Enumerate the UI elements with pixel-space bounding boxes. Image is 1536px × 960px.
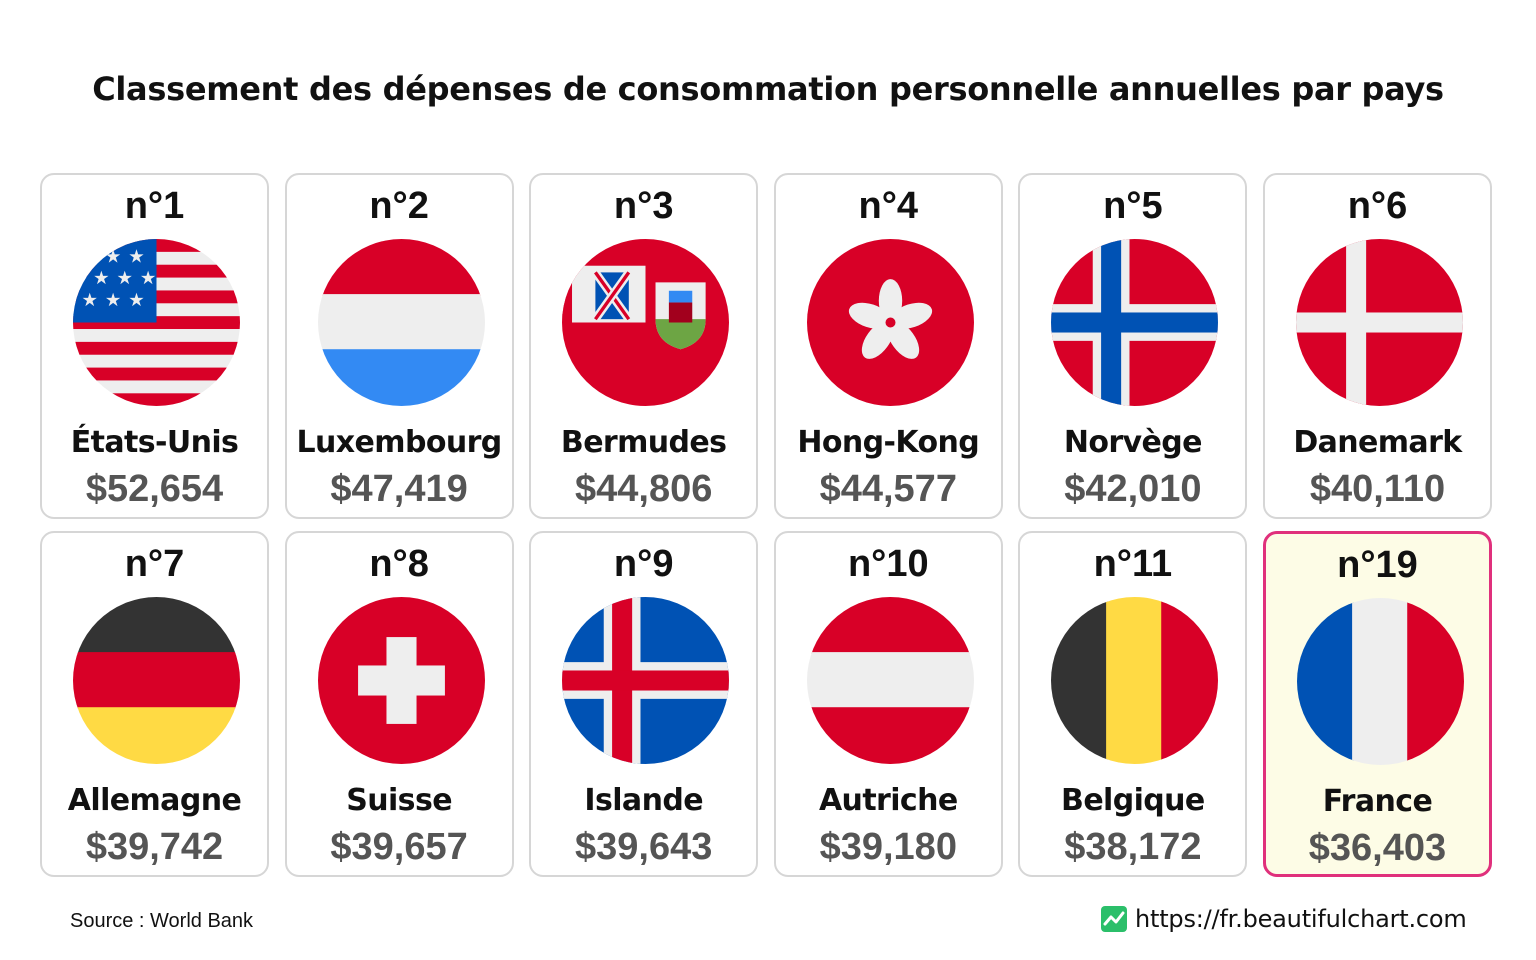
svg-text:★: ★ [93, 268, 109, 289]
norway-flag-icon [1051, 239, 1219, 406]
value-label: $44,806 [575, 468, 713, 510]
country-name: Islande [584, 783, 703, 818]
value-label: $39,657 [330, 826, 468, 868]
country-name: Luxembourg [296, 425, 503, 460]
rank-label: n°2 [369, 185, 429, 227]
credit-url[interactable]: https://fr.beautifulchart.com [1135, 905, 1467, 933]
svg-text:★: ★ [128, 290, 144, 311]
rank-label: n°6 [1347, 185, 1408, 227]
rank-card: n°6 Danemark $40,110 [1262, 173, 1492, 519]
rank-label: n°19 [1337, 544, 1418, 586]
chart-logo-icon [1101, 906, 1127, 932]
rank-card: n°9 Islande $39,643 [529, 531, 759, 877]
svg-text:★: ★ [81, 246, 97, 267]
credit-link[interactable]: https://fr.beautifulchart.com [1101, 905, 1467, 933]
rank-label: n°10 [847, 543, 929, 585]
rank-label: n°9 [613, 543, 674, 585]
country-name: Hong-Kong [797, 425, 980, 460]
bermuda-flag-icon [562, 239, 730, 406]
source-note: Source : World Bank [70, 910, 254, 932]
rank-card: n°3 Bermudes [529, 173, 759, 519]
belgium-flag-icon [1051, 597, 1219, 764]
france-flag-icon [1296, 598, 1464, 765]
country-name: Suisse [346, 783, 452, 818]
svg-text:★: ★ [128, 246, 144, 267]
rank-label: n°5 [1103, 185, 1163, 227]
chart-title: Classement des dépenses de consommation … [92, 70, 1444, 108]
value-label: $47,419 [330, 468, 468, 510]
country-name: États-Unis [70, 425, 239, 460]
rank-label: n°3 [613, 185, 674, 227]
country-name: Norvège [1063, 425, 1203, 460]
value-label: $52,654 [85, 468, 224, 510]
hong-kong-flag-icon [806, 239, 974, 406]
rank-card: n°1 ★ ★ ★ ★ ★ ★ ★ ★ ★ [40, 173, 269, 519]
rank-card: n°4 Hong-Kong $44,577 [773, 173, 1003, 519]
rank-label: n°4 [858, 185, 919, 227]
luxembourg-flag-icon [317, 239, 485, 406]
value-label: $38,172 [1064, 826, 1202, 868]
usa-flag-icon: ★ ★ ★ ★ ★ ★ ★ ★ ★ [73, 239, 240, 406]
svg-text:★: ★ [105, 246, 121, 267]
rank-card: n°7 Allemagne $39,742 [40, 531, 269, 877]
value-label: $40,110 [1309, 468, 1446, 510]
value-label: $39,643 [575, 826, 713, 868]
svg-text:★: ★ [117, 268, 133, 289]
austria-flag-icon [806, 597, 974, 764]
value-label: $39,180 [819, 826, 957, 868]
switzerland-flag-icon [317, 597, 485, 764]
rank-card-highlighted: n°19 France $36,403 [1262, 531, 1492, 877]
germany-flag-icon [73, 597, 240, 764]
svg-text:★: ★ [140, 268, 156, 289]
denmark-flag-icon [1295, 239, 1463, 406]
rank-card: n°2 Luxembourg $47,419 [284, 173, 514, 519]
rank-card: n°8 Suisse $39,657 [284, 531, 514, 877]
svg-text:★: ★ [81, 290, 97, 311]
country-name: Belgique [1061, 783, 1205, 818]
rank-label: n°7 [124, 543, 185, 585]
country-name: Bermudes [560, 425, 727, 460]
iceland-flag-icon [562, 597, 730, 764]
country-name: Allemagne [67, 783, 242, 818]
value-label: $39,742 [85, 826, 224, 868]
rank-card: n°11 Belgique $38,172 [1018, 531, 1248, 877]
rank-card: n°5 Norvège $42,010 [1018, 173, 1248, 519]
rank-label: n°1 [124, 185, 185, 227]
rank-label: n°11 [1093, 543, 1173, 585]
value-label: $42,010 [1064, 468, 1202, 510]
rank-card: n°10 Autriche $39,180 [773, 531, 1003, 877]
value-label: $44,577 [819, 468, 957, 510]
country-name: Autriche [818, 783, 958, 818]
svg-text:★: ★ [105, 290, 121, 311]
value-label: $36,403 [1308, 827, 1447, 869]
country-name: Danemark [1293, 425, 1462, 460]
country-name: France [1322, 784, 1433, 819]
rank-label: n°8 [369, 543, 429, 585]
ranking-grid: n°1 ★ ★ ★ ★ ★ ★ ★ ★ ★ [40, 173, 1492, 877]
